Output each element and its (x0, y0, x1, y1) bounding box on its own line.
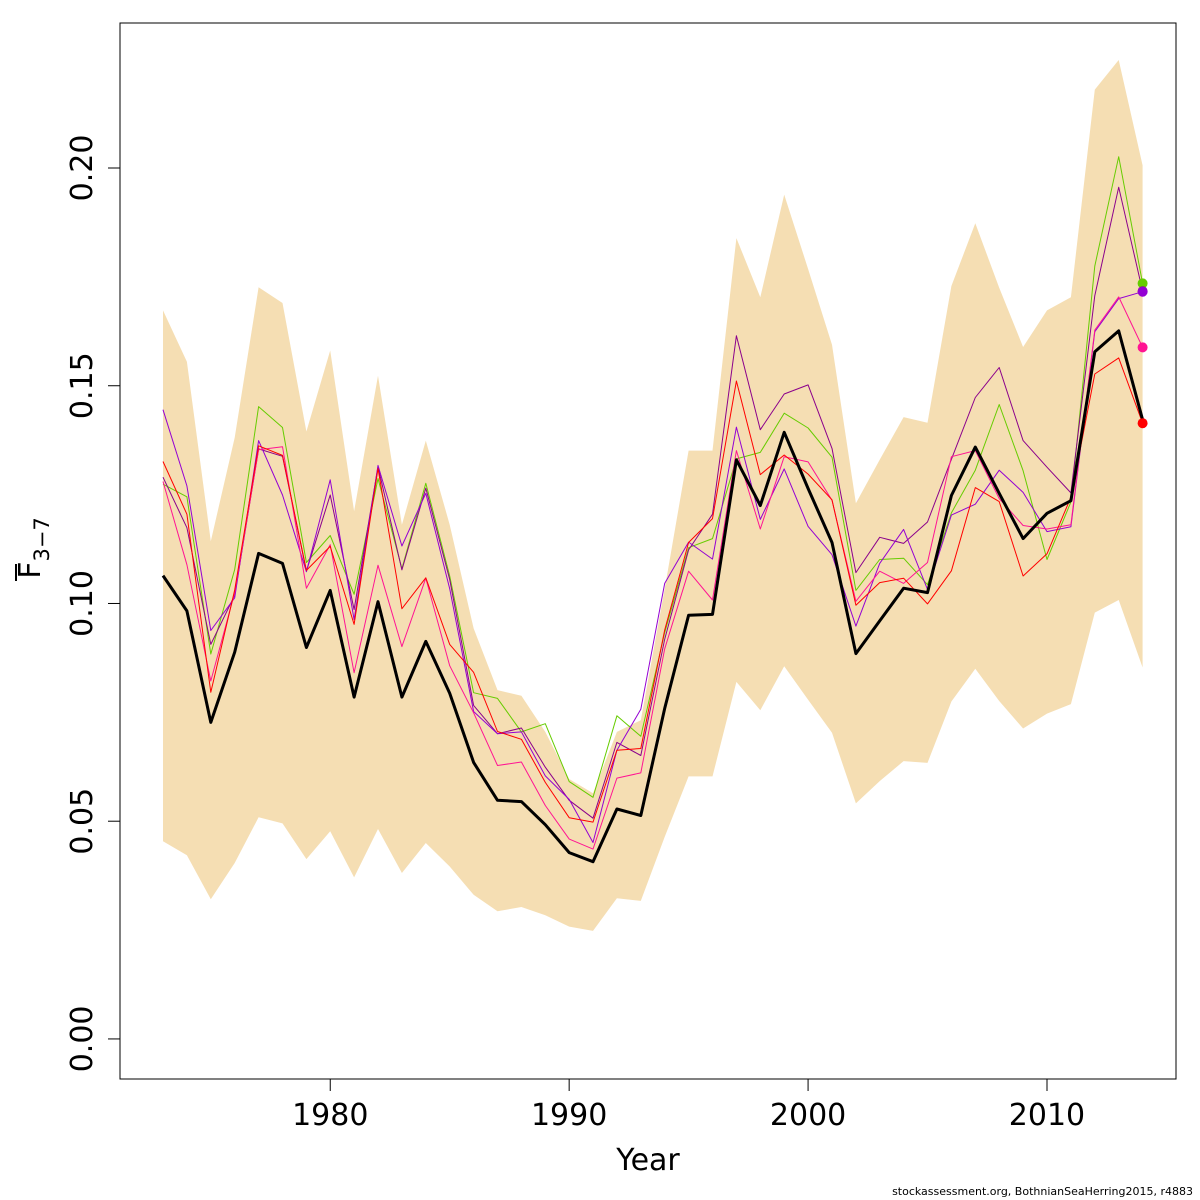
series-layer (161, 156, 1145, 864)
y-tick-label-group: 0.00 (65, 1006, 100, 1073)
x-axis: 1980 1990 2000 2010 (292, 1078, 1085, 1133)
y-tick-label-group: 0.20 (65, 135, 100, 202)
x-axis-title: Year (615, 1143, 680, 1178)
series-endpoint-2 (1137, 278, 1148, 289)
y-axis-title-subscript: 3−7 (30, 517, 54, 561)
y-tick-label-group: 0.15 (65, 352, 100, 419)
x-tick-label: 2010 (1009, 1098, 1085, 1133)
series-line-6 (162, 357, 1144, 823)
series-line-4 (162, 291, 1143, 843)
endpoint-markers (1137, 278, 1148, 429)
credit-text: stockassessment.org, BothnianSeaHerring2… (892, 1185, 1193, 1198)
y-axis: 0.00 0.05 0.10 0.15 0.20 (65, 135, 121, 1073)
y-tick-label: 0.15 (65, 352, 100, 419)
series-line-5 (162, 296, 1144, 850)
series-line-1 (161, 329, 1145, 864)
series-line-3 (162, 186, 1144, 819)
y-tick-label-group: 0.10 (65, 570, 100, 637)
x-tick-label: 1990 (531, 1098, 607, 1133)
series-endpoint-6 (1137, 418, 1148, 429)
confidence-band-layer (163, 60, 1143, 931)
y-tick-label: 0.05 (65, 788, 100, 855)
y-tick-label: 0.00 (65, 1006, 100, 1073)
x-tick-label: 1980 (292, 1098, 368, 1133)
y-tick-label-group: 0.05 (65, 788, 100, 855)
y-axis-title-main: F (13, 562, 48, 579)
svg-text:F3−7: F3−7 (13, 517, 54, 579)
y-axis-title: F3−7 (13, 517, 54, 581)
series-endpoint-5 (1137, 342, 1148, 353)
confidence-band (163, 60, 1143, 931)
y-tick-label: 0.20 (65, 135, 100, 202)
y-tick-label: 0.10 (65, 570, 100, 637)
x-tick-label: 2000 (770, 1098, 846, 1133)
series-endpoint-4 (1137, 286, 1148, 297)
